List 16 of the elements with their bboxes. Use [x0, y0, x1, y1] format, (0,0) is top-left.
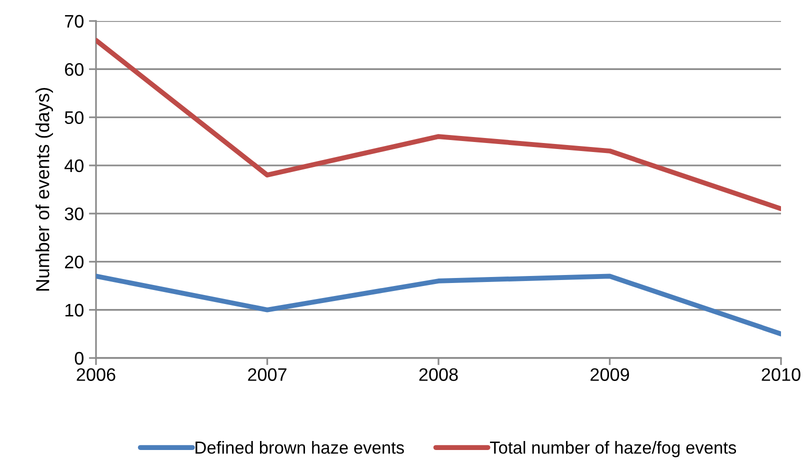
x-tick-label: 2008 — [419, 368, 458, 381]
y-tick-label: 70 — [65, 14, 84, 28]
x-tick-label: 2006 — [76, 368, 116, 381]
y-tick-label: 30 — [64, 208, 84, 220]
legend-label: Defined brown haze events — [196, 441, 404, 454]
y-axis-title: Number of events (days) — [36, 88, 53, 291]
x-tick-label: 2010 — [762, 368, 800, 381]
y-tick-label: 10 — [65, 304, 84, 317]
x-tick-label: 2007 — [248, 368, 286, 381]
x-tick-label: 2009 — [590, 368, 629, 381]
y-tick-label: 60 — [65, 63, 84, 76]
y-tick-label: 0 — [74, 352, 84, 365]
y-tick-label: 20 — [65, 256, 84, 268]
legend-label: Total number of haze/fog events — [490, 441, 736, 458]
y-tick-label: 50 — [64, 111, 84, 124]
y-tick-label: 40 — [64, 159, 84, 172]
